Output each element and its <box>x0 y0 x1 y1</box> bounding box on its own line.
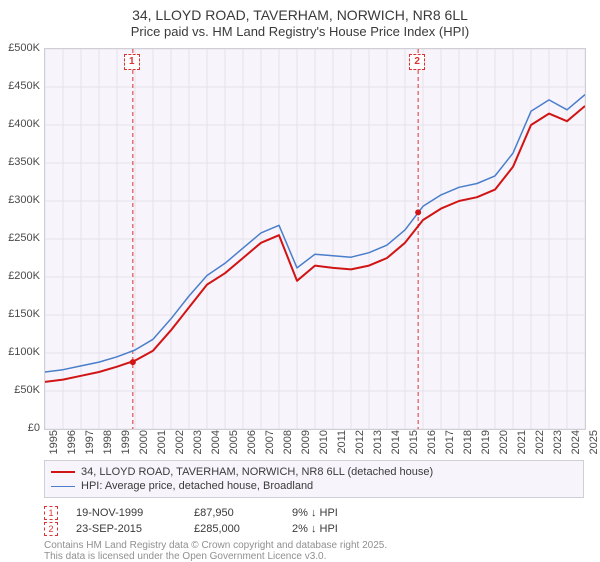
x-tick-label: 2008 <box>282 430 294 460</box>
chart-title-line1: 34, LLOYD ROAD, TAVERHAM, NORWICH, NR8 6… <box>0 0 600 24</box>
chart-container: 34, LLOYD ROAD, TAVERHAM, NORWICH, NR8 6… <box>0 0 600 560</box>
x-tick-label: 2011 <box>336 430 348 460</box>
x-tick-label: 2001 <box>156 430 168 460</box>
y-tick-label: £100K <box>0 346 40 358</box>
x-tick-label: 2000 <box>138 430 150 460</box>
legend-swatch-2 <box>51 486 75 487</box>
x-tick-label: 2014 <box>390 430 402 460</box>
x-tick-label: 2017 <box>444 430 456 460</box>
y-tick-label: £450K <box>0 80 40 92</box>
x-tick-label: 2003 <box>192 430 204 460</box>
event-price-2: £285,000 <box>194 523 274 535</box>
event-row: 2 23-SEP-2015 £285,000 2% ↓ HPI <box>44 521 584 537</box>
x-tick-label: 2024 <box>570 430 582 460</box>
y-tick-label: £500K <box>0 42 40 54</box>
event-marker-box: 1 <box>124 54 140 70</box>
x-tick-label: 2013 <box>372 430 384 460</box>
x-tick-label: 2005 <box>228 430 240 460</box>
x-tick-label: 1999 <box>120 430 132 460</box>
legend: 34, LLOYD ROAD, TAVERHAM, NORWICH, NR8 6… <box>44 460 584 498</box>
x-tick-label: 2019 <box>480 430 492 460</box>
x-tick-label: 2007 <box>264 430 276 460</box>
y-tick-label: £200K <box>0 270 40 282</box>
x-tick-label: 2023 <box>552 430 564 460</box>
x-tick-label: 2020 <box>498 430 510 460</box>
x-tick-label: 2002 <box>174 430 186 460</box>
legend-swatch-1 <box>51 471 75 473</box>
plot-area <box>44 48 586 430</box>
event-marker-box: 2 <box>409 54 425 70</box>
legend-label-2: HPI: Average price, detached house, Broa… <box>81 480 313 492</box>
x-tick-label: 2012 <box>354 430 366 460</box>
chart-title-line2: Price paid vs. HM Land Registry's House … <box>0 24 600 39</box>
event-row: 1 19-NOV-1999 £87,950 9% ↓ HPI <box>44 505 584 521</box>
footnote: Contains HM Land Registry data © Crown c… <box>44 540 584 562</box>
legend-row: HPI: Average price, detached house, Broa… <box>51 479 577 493</box>
event-date-1: 19-NOV-1999 <box>76 507 176 519</box>
y-tick-label: £0 <box>0 422 40 434</box>
legend-label-1: 34, LLOYD ROAD, TAVERHAM, NORWICH, NR8 6… <box>81 466 433 478</box>
event-marker-1: 1 <box>44 506 58 520</box>
x-tick-label: 1996 <box>66 430 78 460</box>
x-tick-label: 2022 <box>534 430 546 460</box>
event-diff-2: 2% ↓ HPI <box>292 523 382 535</box>
event-date-2: 23-SEP-2015 <box>76 523 176 535</box>
footnote-line2: This data is licensed under the Open Gov… <box>44 551 326 562</box>
y-tick-label: £400K <box>0 118 40 130</box>
x-tick-label: 2004 <box>210 430 222 460</box>
plot-svg <box>45 49 585 429</box>
x-tick-label: 2010 <box>318 430 330 460</box>
event-diff-1: 9% ↓ HPI <box>292 507 382 519</box>
event-table: 1 19-NOV-1999 £87,950 9% ↓ HPI 2 23-SEP-… <box>44 505 584 537</box>
x-tick-label: 2009 <box>300 430 312 460</box>
y-tick-label: £150K <box>0 308 40 320</box>
footnote-line1: Contains HM Land Registry data © Crown c… <box>44 540 387 551</box>
x-tick-label: 2016 <box>426 430 438 460</box>
y-tick-label: £250K <box>0 232 40 244</box>
y-tick-label: £300K <box>0 194 40 206</box>
x-tick-label: 1997 <box>84 430 96 460</box>
x-tick-label: 1995 <box>48 430 60 460</box>
x-tick-label: 2018 <box>462 430 474 460</box>
x-tick-label: 2025 <box>588 430 600 460</box>
x-tick-label: 2015 <box>408 430 420 460</box>
x-tick-label: 2021 <box>516 430 528 460</box>
x-tick-label: 2006 <box>246 430 258 460</box>
y-tick-label: £50K <box>0 384 40 396</box>
x-tick-label: 1998 <box>102 430 114 460</box>
event-marker-2: 2 <box>44 522 58 536</box>
y-tick-label: £350K <box>0 156 40 168</box>
legend-row: 34, LLOYD ROAD, TAVERHAM, NORWICH, NR8 6… <box>51 465 577 479</box>
event-price-1: £87,950 <box>194 507 274 519</box>
